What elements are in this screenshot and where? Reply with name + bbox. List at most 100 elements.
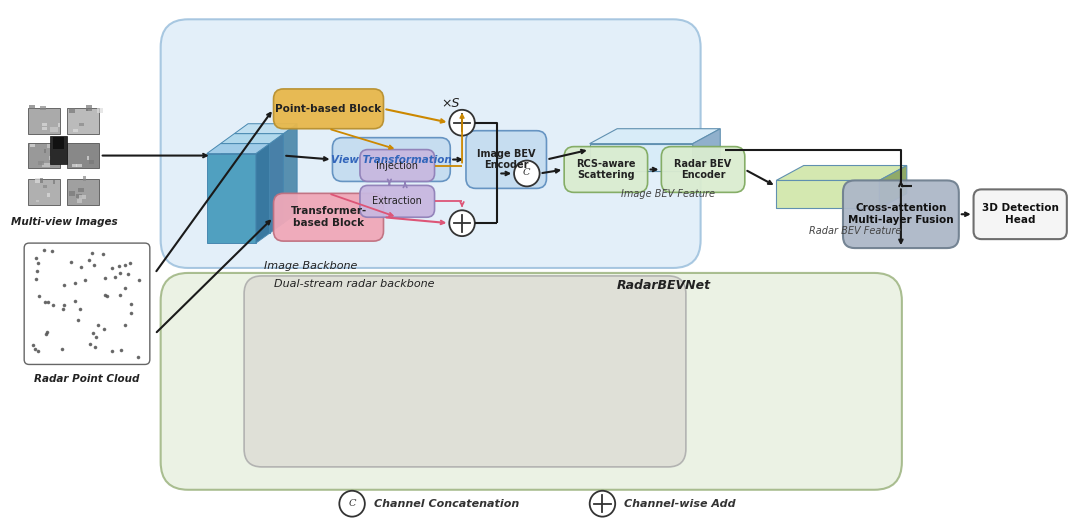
Point — [63, 258, 80, 266]
Text: Channel Concatenation: Channel Concatenation — [374, 499, 518, 509]
Bar — [48, 194, 50, 197]
Point — [37, 298, 54, 306]
Bar — [40, 178, 43, 183]
Bar — [83, 176, 86, 181]
Text: Multi-view Images: Multi-view Images — [11, 217, 118, 227]
Text: Image BEV
Encoder: Image BEV Encoder — [477, 149, 536, 170]
Polygon shape — [777, 165, 907, 180]
Bar — [96, 108, 103, 112]
Point — [104, 264, 121, 272]
Bar — [71, 164, 78, 167]
Text: Radar BEV
Encoder: Radar BEV Encoder — [674, 158, 732, 180]
FancyBboxPatch shape — [360, 186, 434, 217]
Bar — [86, 108, 89, 111]
Polygon shape — [777, 194, 907, 208]
Point — [81, 256, 98, 265]
Bar — [79, 123, 84, 126]
Bar — [77, 199, 82, 203]
Text: C: C — [349, 499, 355, 508]
FancyBboxPatch shape — [465, 131, 546, 188]
Point — [35, 246, 52, 255]
FancyBboxPatch shape — [161, 19, 701, 268]
FancyBboxPatch shape — [564, 146, 648, 192]
Bar — [78, 188, 84, 192]
Bar — [53, 137, 65, 149]
Text: Cross-attention
Multi-layer Fusion: Cross-attention Multi-layer Fusion — [848, 203, 954, 225]
FancyBboxPatch shape — [24, 243, 150, 365]
Point — [130, 353, 147, 361]
Bar — [76, 194, 82, 198]
Bar — [43, 185, 46, 188]
Bar — [50, 127, 57, 132]
Polygon shape — [206, 144, 270, 154]
Point — [104, 347, 121, 356]
Polygon shape — [206, 154, 256, 243]
Point — [44, 301, 62, 309]
Point — [98, 292, 116, 300]
Point — [55, 280, 72, 289]
Polygon shape — [283, 124, 297, 223]
Point — [121, 259, 138, 267]
Point — [40, 298, 57, 306]
Text: Image BEV Feature: Image BEV Feature — [621, 189, 715, 199]
Point — [106, 273, 123, 281]
Text: RCS-aware
Scattering: RCS-aware Scattering — [576, 158, 636, 180]
Point — [111, 291, 129, 299]
Point — [38, 330, 55, 338]
Point — [122, 300, 139, 308]
Point — [69, 316, 86, 324]
Point — [111, 268, 129, 277]
Point — [83, 249, 100, 258]
FancyBboxPatch shape — [843, 180, 959, 248]
Point — [55, 300, 72, 309]
Bar — [40, 106, 46, 110]
Polygon shape — [234, 124, 297, 134]
Point — [39, 327, 56, 336]
Point — [43, 246, 60, 255]
Point — [117, 284, 134, 292]
Point — [66, 297, 83, 305]
FancyBboxPatch shape — [333, 138, 450, 181]
Text: RadarBEVNet: RadarBEVNet — [617, 279, 712, 292]
Bar — [30, 144, 35, 147]
Bar — [50, 135, 67, 164]
Point — [54, 345, 71, 354]
Bar — [86, 156, 89, 160]
Point — [94, 250, 111, 258]
Circle shape — [590, 491, 616, 517]
Point — [72, 263, 90, 271]
Circle shape — [449, 110, 475, 135]
Point — [96, 324, 113, 333]
Polygon shape — [692, 129, 720, 172]
Text: Channel-wise Add: Channel-wise Add — [624, 499, 735, 509]
Text: Point-based Block: Point-based Block — [275, 104, 381, 114]
Point — [96, 291, 113, 299]
Text: Radar Point Cloud: Radar Point Cloud — [35, 374, 139, 384]
Bar — [42, 123, 48, 126]
Bar — [67, 179, 98, 206]
Text: Image Backbone: Image Backbone — [264, 261, 357, 271]
Point — [27, 254, 44, 263]
Bar — [29, 105, 35, 109]
Polygon shape — [590, 129, 720, 144]
Bar — [79, 195, 86, 199]
Circle shape — [514, 161, 540, 186]
Point — [112, 346, 130, 354]
Text: ×S: ×S — [441, 97, 459, 110]
Point — [26, 345, 43, 354]
Point — [120, 270, 137, 279]
Point — [110, 262, 127, 270]
Point — [90, 320, 107, 328]
FancyBboxPatch shape — [360, 150, 434, 181]
Text: Injection: Injection — [376, 161, 418, 170]
Text: View Transformation: View Transformation — [330, 154, 451, 165]
Point — [28, 267, 45, 276]
Text: 3D Detection
Head: 3D Detection Head — [982, 203, 1058, 225]
Bar — [28, 108, 59, 134]
Point — [131, 276, 148, 285]
Point — [55, 305, 72, 313]
Point — [29, 259, 46, 267]
FancyBboxPatch shape — [273, 89, 383, 129]
Bar — [86, 105, 92, 110]
FancyBboxPatch shape — [973, 189, 1067, 239]
